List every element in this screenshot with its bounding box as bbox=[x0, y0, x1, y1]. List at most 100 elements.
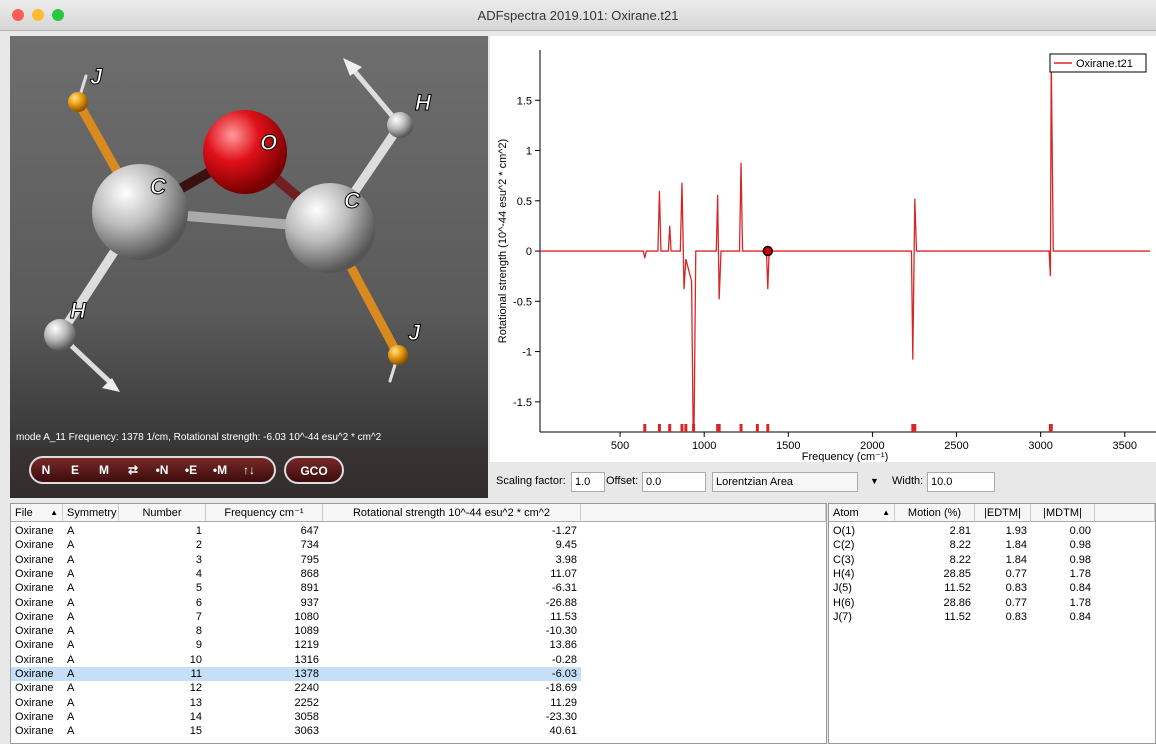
table-cell: 5 bbox=[119, 581, 206, 595]
table-cell: -23.30 bbox=[323, 710, 581, 724]
table-cell: 2 bbox=[119, 538, 206, 552]
table-cell: 8 bbox=[119, 624, 206, 638]
table-cell: A bbox=[63, 596, 119, 610]
sort-indicator[interactable]: ▲ bbox=[50, 504, 58, 522]
toolbar-button[interactable]: E bbox=[71, 463, 79, 477]
table-cell: 734 bbox=[206, 538, 323, 552]
mode-stick bbox=[766, 424, 769, 432]
table-cell: J(7) bbox=[829, 610, 895, 624]
scaling-label: Scaling factor: bbox=[496, 472, 566, 490]
table-cell: 6 bbox=[119, 596, 206, 610]
mode-stick bbox=[740, 424, 743, 432]
table-cell: 1.78 bbox=[1031, 596, 1095, 610]
toolbar-button[interactable]: ↑↓ bbox=[243, 463, 255, 477]
table-cell: -6.31 bbox=[323, 581, 581, 595]
sort-indicator[interactable]: ▲ bbox=[882, 504, 890, 522]
table-cell: Oxirane bbox=[11, 567, 63, 581]
toolbar-button[interactable]: •M bbox=[213, 463, 227, 477]
table-cell: H(6) bbox=[829, 596, 895, 610]
shape-dropdown[interactable]: Lorentzian Area bbox=[712, 472, 858, 492]
table-cell: C(2) bbox=[829, 538, 895, 552]
table-cell: A bbox=[63, 538, 119, 552]
table-cell: A bbox=[63, 610, 119, 624]
table-cell: Oxirane bbox=[11, 538, 63, 552]
table-cell: A bbox=[63, 696, 119, 710]
table-cell: -18.69 bbox=[323, 681, 581, 695]
dropdown-arrow[interactable]: ▼ bbox=[870, 472, 879, 490]
offset-input[interactable]: 0.0 bbox=[642, 472, 706, 492]
table-cell: A bbox=[63, 553, 119, 567]
table-cell: -0.28 bbox=[323, 653, 581, 667]
table-cell: A bbox=[63, 567, 119, 581]
toolbar-button[interactable]: •E bbox=[185, 463, 197, 477]
toolbar-button[interactable]: M bbox=[99, 463, 109, 477]
column-header[interactable]: |MDTM| bbox=[1031, 504, 1095, 522]
mode-stick bbox=[643, 424, 646, 432]
column-header[interactable]: Atom▲ bbox=[829, 504, 895, 522]
width-label: Width: bbox=[892, 472, 923, 490]
table-cell: J(5) bbox=[829, 581, 895, 595]
toolbar-button[interactable]: N bbox=[42, 463, 51, 477]
spectrum-line bbox=[540, 58, 1150, 462]
table-cell: 1.93 bbox=[975, 524, 1031, 538]
app-window: ADFspectra 2019.101: Oxirane.t21 J O H C… bbox=[0, 0, 1156, 744]
molecule-view[interactable]: J O H C C H J mode A_11 Frequency: 1378 … bbox=[10, 36, 488, 498]
atom-label: C bbox=[150, 174, 167, 199]
y-tick-label: -1 bbox=[522, 347, 532, 359]
mode-stick bbox=[684, 424, 687, 432]
mode-stick bbox=[913, 424, 916, 432]
table-cell: 0.98 bbox=[1031, 538, 1095, 552]
column-header-filler bbox=[581, 504, 826, 522]
y-tick-label: -1.5 bbox=[513, 397, 532, 409]
table-cell: 795 bbox=[206, 553, 323, 567]
column-header[interactable]: Motion (%) bbox=[895, 504, 975, 522]
toolbar-button[interactable]: •N bbox=[156, 463, 169, 477]
column-header-filler bbox=[1095, 504, 1155, 522]
table-cell: 1080 bbox=[206, 610, 323, 624]
table-cell: A bbox=[63, 724, 119, 738]
table-cell: 0.77 bbox=[975, 567, 1031, 581]
table-cell: Oxirane bbox=[11, 696, 63, 710]
x-tick-label: 3000 bbox=[1028, 440, 1052, 452]
table-cell: A bbox=[63, 653, 119, 667]
gco-label[interactable]: GCO bbox=[300, 464, 327, 478]
table-cell: 11.07 bbox=[323, 567, 581, 581]
column-header[interactable]: Symmetry bbox=[63, 504, 119, 522]
mode-stick bbox=[756, 424, 759, 432]
atom-label: J bbox=[408, 320, 421, 345]
table-cell: 891 bbox=[206, 581, 323, 595]
table-cell: A bbox=[63, 581, 119, 595]
column-header[interactable]: Rotational strength 10^-44 esu^2 * cm^2 bbox=[323, 504, 581, 522]
table-cell: 647 bbox=[206, 524, 323, 538]
column-header[interactable]: Number bbox=[119, 504, 206, 522]
column-header[interactable]: Frequency cm⁻¹ bbox=[206, 504, 323, 522]
width-input[interactable]: 10.0 bbox=[927, 472, 995, 492]
table-cell: 1.78 bbox=[1031, 567, 1095, 581]
table-cell: 9.45 bbox=[323, 538, 581, 552]
table-cell: H(4) bbox=[829, 567, 895, 581]
table-cell: 0.00 bbox=[1031, 524, 1095, 538]
atoms-table: Atom▲Motion (%)|EDTM||MDTM|O(1)2.811.930… bbox=[828, 503, 1156, 744]
table-cell: 11 bbox=[119, 667, 206, 681]
column-header[interactable]: File▲ bbox=[11, 504, 63, 522]
mode-stick bbox=[680, 424, 683, 432]
scaling-input[interactable]: 1.0 bbox=[571, 472, 605, 492]
atom-label: O bbox=[260, 130, 277, 155]
table-cell: 0.83 bbox=[975, 581, 1031, 595]
y-axis-label: Rotational strength (10^-44 esu^2 * cm^2… bbox=[497, 139, 509, 343]
atom-label: J bbox=[90, 64, 103, 89]
selected-point[interactable] bbox=[763, 247, 772, 256]
table-cell: 0.98 bbox=[1031, 553, 1095, 567]
table-cell: O(1) bbox=[829, 524, 895, 538]
table-cell: A bbox=[63, 624, 119, 638]
column-header[interactable]: |EDTM| bbox=[975, 504, 1031, 522]
table-cell: Oxirane bbox=[11, 610, 63, 624]
y-tick-label: -0.5 bbox=[513, 296, 532, 308]
toolbar-button[interactable]: ⇄ bbox=[128, 463, 138, 477]
table-cell: 11.52 bbox=[895, 581, 975, 595]
table-cell: 4 bbox=[119, 567, 206, 581]
table-cell: 8.22 bbox=[895, 553, 975, 567]
mode-stick bbox=[668, 424, 671, 432]
table-cell: 15 bbox=[119, 724, 206, 738]
x-tick-label: 1500 bbox=[776, 440, 800, 452]
